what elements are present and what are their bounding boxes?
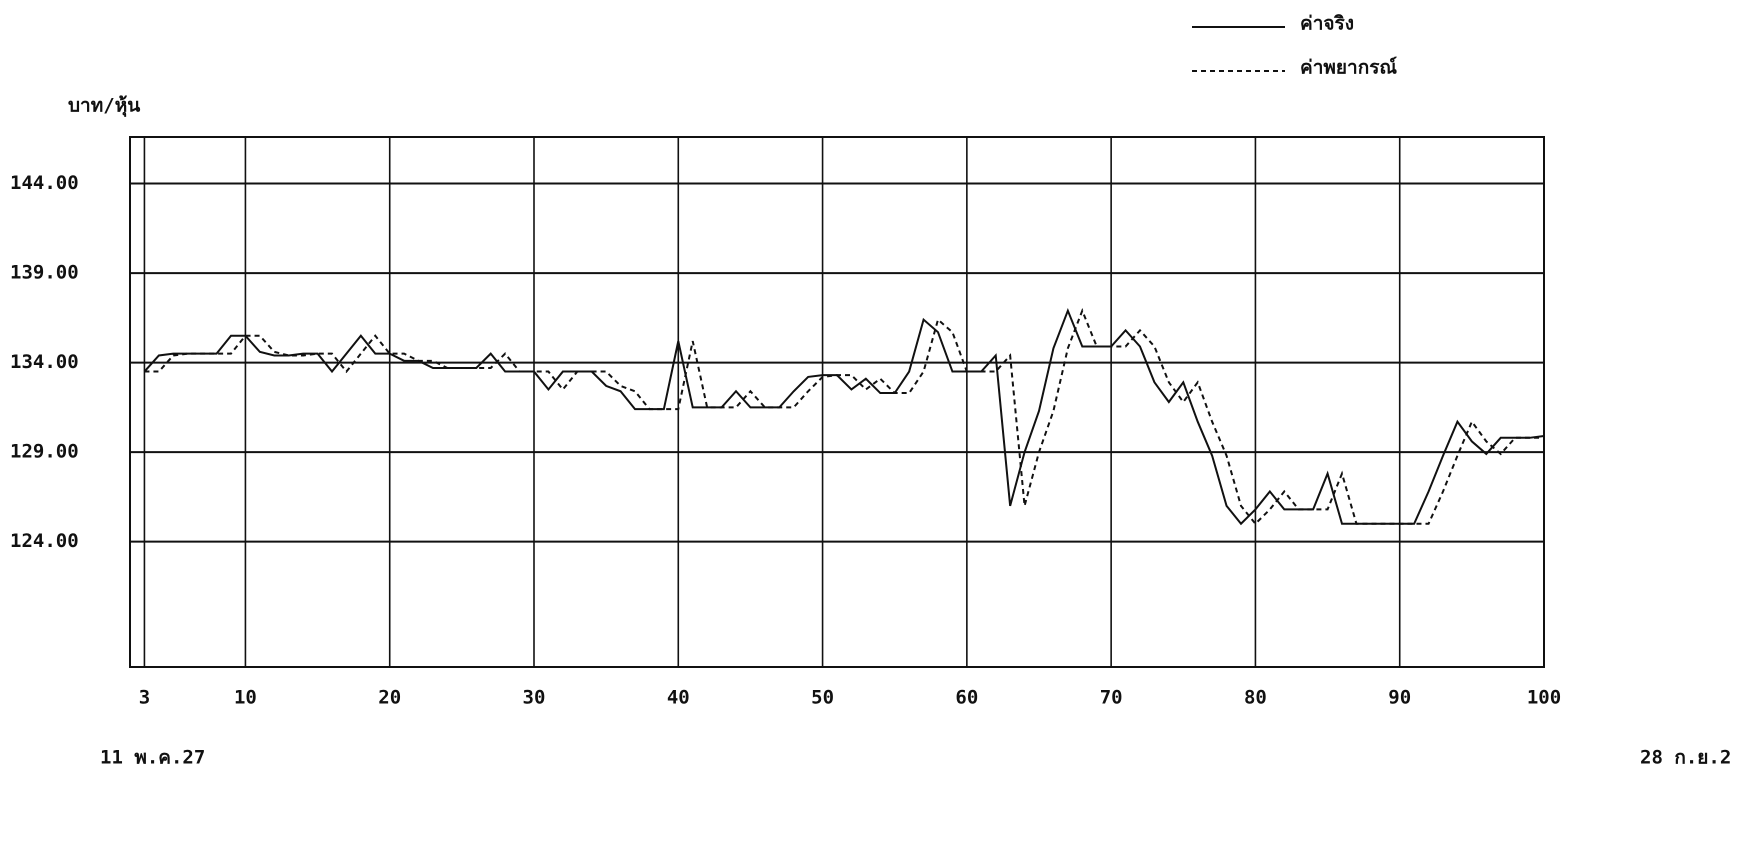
y-tick-label: 129.00 xyxy=(10,441,79,463)
legend-label: ค่าพยากรณ์ xyxy=(1300,57,1397,79)
x-tick-label: 40 xyxy=(667,687,690,709)
y-tick-label: 134.00 xyxy=(10,351,79,373)
y-tick-label: 124.00 xyxy=(10,530,79,552)
y-tick-label: 144.00 xyxy=(10,172,79,194)
start-date-label: 11 พ.ค.27 xyxy=(100,747,205,769)
x-tick-label: 50 xyxy=(811,687,834,709)
end-date-label: 28 ก.ย.2 xyxy=(1640,747,1731,769)
x-tick-label: 60 xyxy=(955,687,978,709)
x-tick-label: 30 xyxy=(523,687,546,709)
x-tick-label: 70 xyxy=(1100,687,1123,709)
chart: บาท/หุ้น 11 พ.ค.27 28 ก.ย.2 124.00 129.00… xyxy=(0,0,1758,866)
plot-frame xyxy=(130,137,1544,667)
x-tick-label: 10 xyxy=(234,687,257,709)
legend-label: ค่าจริง xyxy=(1300,13,1354,35)
x-tick-label: 90 xyxy=(1388,687,1411,709)
x-tick-label: 20 xyxy=(378,687,401,709)
x-tick-label: 100 xyxy=(1527,687,1561,709)
x-tick-label: 3 xyxy=(139,687,150,709)
x-tick-label: 80 xyxy=(1244,687,1267,709)
y-tick-label: 139.00 xyxy=(10,262,79,284)
y-axis-label: บาท/หุ้น xyxy=(68,95,140,118)
